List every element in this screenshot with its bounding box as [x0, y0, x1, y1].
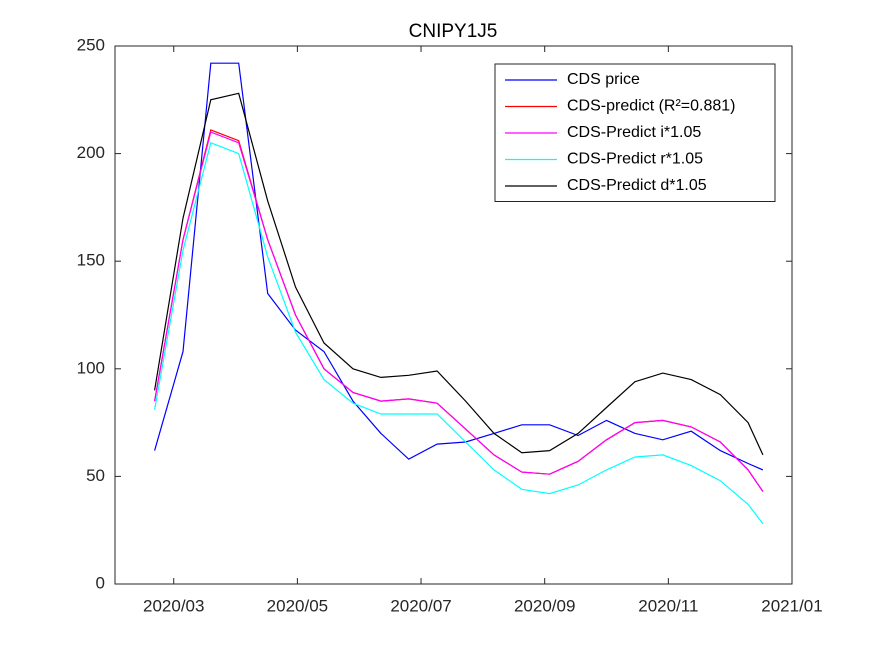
y-tick-label: 0 [96, 573, 105, 592]
y-tick-label: 150 [77, 251, 105, 270]
x-tick-label: 2020/11 [638, 596, 698, 615]
data-line [154, 141, 764, 525]
data-line [154, 131, 764, 492]
x-tick-label: 2020/05 [267, 596, 328, 615]
legend-label: CDS-Predict r*1.05 [567, 151, 703, 168]
chart-title: CNIPY1J5 [409, 21, 498, 42]
y-tick-label: 200 [77, 143, 105, 162]
y-tick-label: 250 [77, 35, 105, 54]
data-line [154, 92, 764, 456]
x-tick-label: 2020/07 [390, 596, 451, 615]
x-tick-label: 2021/01 [761, 596, 822, 615]
legend: CDS price CDS-predict (R²=0.881) CDS-Predi… [494, 63, 776, 202]
x-tick-label: 2020/03 [143, 596, 204, 615]
legend-label: CDS-Predict d*1.05 [567, 177, 707, 194]
legend-label: CDS price [567, 71, 640, 88]
legend-label: CDS-Predict i*1.05 [567, 124, 701, 141]
x-tick-label: 2020/09 [514, 596, 575, 615]
y-tick-label: 50 [86, 466, 105, 485]
legend-label: CDS-predict (R²=0.881) [567, 98, 736, 115]
y-tick-label: 100 [77, 358, 105, 377]
